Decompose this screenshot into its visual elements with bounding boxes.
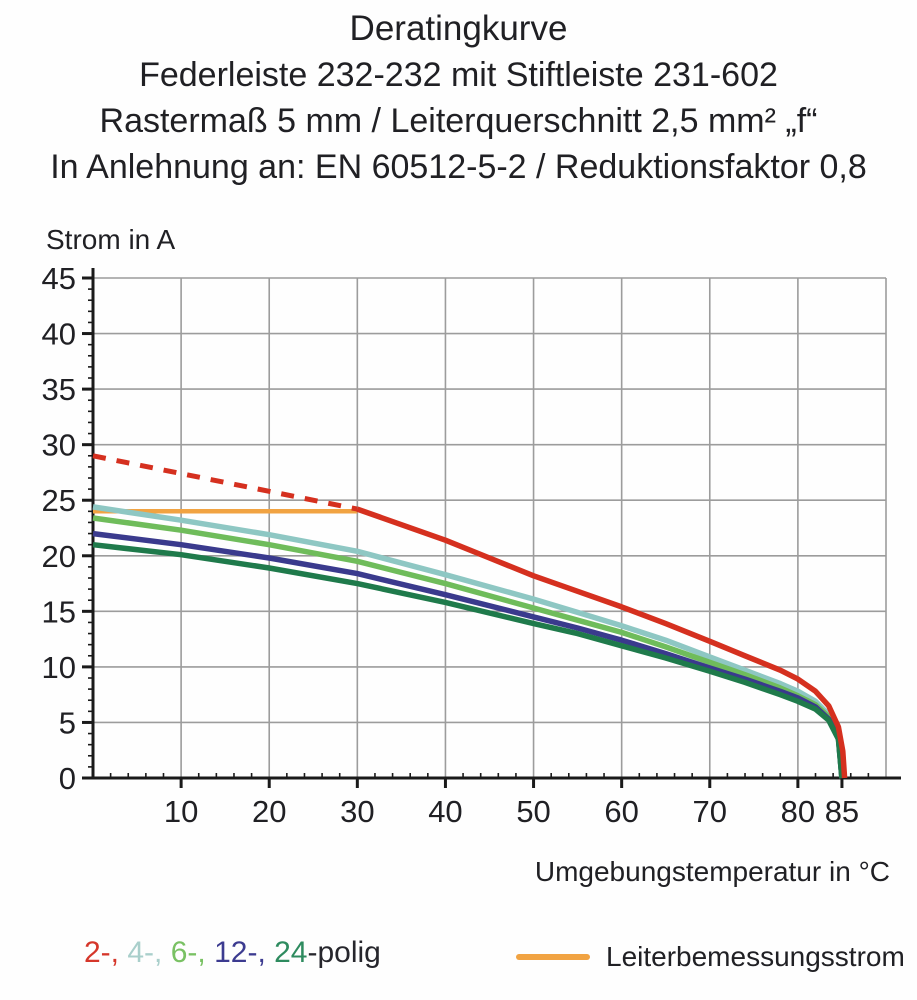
y-axis-title: Strom in A (46, 224, 176, 255)
legend-pole-part: 4-, (127, 936, 171, 969)
subtitle-product: Federleiste 232-232 mit Stiftleiste 231-… (139, 56, 778, 94)
x-tick-label: 10 (164, 794, 198, 829)
curve-2-polig-dashed (92, 453, 358, 512)
page-title: Deratingkurve (349, 9, 568, 48)
legend-pole-part: 2-, (84, 936, 128, 969)
legend-pole-part: 6-, (170, 936, 215, 969)
x-tick-label: 20 (252, 794, 286, 829)
x-tick-label: 60 (604, 794, 638, 829)
rated-current-line-swatch (516, 954, 590, 960)
legend-pole-part: 12-, (214, 936, 275, 969)
y-tick-label: 15 (42, 594, 76, 629)
y-tick-label: 45 (42, 261, 76, 296)
legend-row: 2-, 4-, 6-, 12-, 24-polig Leiterbemessun… (0, 932, 917, 982)
y-tick-label: 30 (42, 428, 76, 463)
curve-24-polig (92, 541, 845, 779)
y-tick-label: 10 (42, 650, 76, 685)
x-tick-label: 40 (428, 794, 462, 829)
rated-current-label: Leiterbemessungsstrom (606, 941, 905, 972)
x-tick-label: 70 (693, 794, 727, 829)
x-tick-label: 80 (781, 794, 815, 829)
chart-header: Deratingkurve Federleiste 232-232 mit St… (0, 6, 917, 190)
curve-2-polig (356, 506, 848, 779)
legend-pole-part: 24 (274, 936, 308, 969)
x-tick-label: 50 (516, 794, 550, 829)
x-tick-label: 85 (825, 794, 859, 829)
x-axis-title: Umgebungstemperatur in °C (534, 856, 890, 887)
subtitle-spec: Rastermaß 5 mm / Leiterquerschnitt 2,5 m… (99, 102, 818, 140)
legend-pole-counts: 2-, 4-, 6-, 12-, 24-polig (84, 936, 381, 970)
y-tick-label: 40 (42, 317, 76, 352)
y-tick-label: 35 (42, 372, 76, 407)
y-tick-label: 25 (42, 483, 76, 518)
x-tick-label: 30 (340, 794, 374, 829)
y-tick-label: 20 (42, 539, 76, 574)
y-tick-label: 5 (59, 705, 76, 740)
subtitle-standard: In Anlehnung an: EN 60512-5-2 / Reduktio… (50, 148, 867, 186)
legend-pole-part: -polig (307, 936, 381, 969)
curve-12-polig (92, 530, 845, 779)
y-tick-label: 0 (59, 761, 76, 796)
legend-rated-current: Leiterbemessungsstrom (516, 932, 905, 982)
